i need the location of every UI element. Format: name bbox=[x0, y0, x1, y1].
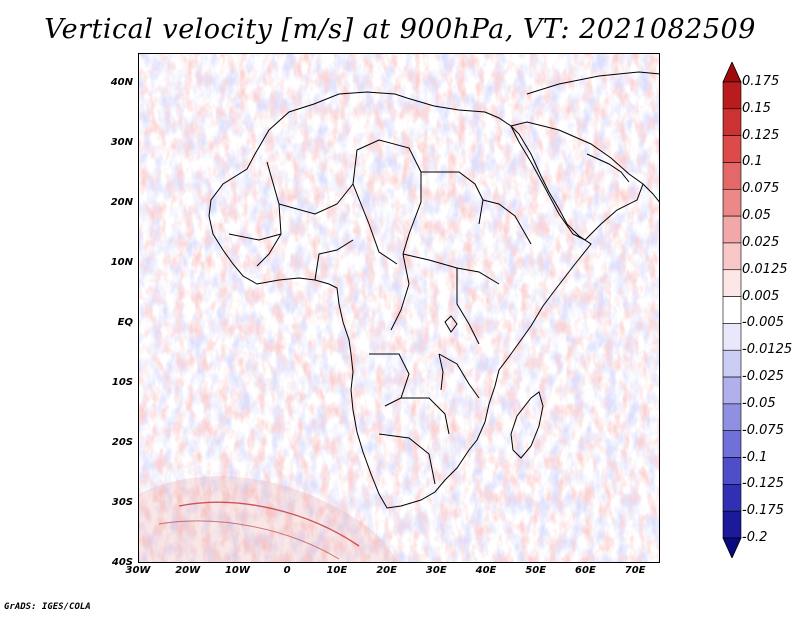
country-border bbox=[438, 353, 480, 399]
lat-label: 10N bbox=[110, 257, 133, 268]
country-border bbox=[401, 397, 450, 435]
lon-label: 70E bbox=[624, 565, 646, 576]
colorbar-label: -0.125 bbox=[742, 476, 784, 492]
colorbar-bottom-triangle bbox=[722, 537, 742, 558]
country-border bbox=[228, 233, 282, 241]
colorbar-segment bbox=[722, 296, 742, 324]
colorbar-label: -0.05 bbox=[742, 395, 776, 411]
colorbar-segment bbox=[722, 108, 742, 136]
southern-ocean-band bbox=[139, 476, 398, 562]
lat-label: 10S bbox=[111, 377, 133, 388]
colorbar-label: -0.1 bbox=[742, 449, 768, 465]
colorbar-segment bbox=[722, 349, 742, 378]
colorbar-segment bbox=[722, 242, 742, 271]
colorbar-segment bbox=[722, 135, 742, 163]
lon-label: 20E bbox=[376, 565, 397, 576]
country-border bbox=[402, 172, 422, 255]
country-border bbox=[278, 183, 354, 215]
colorbar-segment bbox=[722, 403, 742, 432]
country-border bbox=[482, 199, 532, 245]
colorbar-segment bbox=[722, 188, 742, 217]
country-border bbox=[352, 139, 422, 185]
map-title: Vertical velocity [m/s] at 900hPa, VT: 2… bbox=[44, 14, 756, 45]
country-border bbox=[421, 171, 484, 225]
southern-ocean-streak bbox=[158, 520, 340, 560]
lat-label: 30N bbox=[110, 137, 133, 148]
colorbar-label: 0.05 bbox=[742, 208, 771, 224]
colorbar-label: 0.075 bbox=[742, 181, 780, 197]
country-border bbox=[314, 239, 354, 281]
colorbar-top-triangle bbox=[722, 62, 742, 83]
colorbar-label: 0.005 bbox=[742, 288, 780, 304]
colorbar-segment bbox=[722, 484, 742, 512]
credit-text: GrADS: IGES/COLA bbox=[4, 602, 91, 612]
colorbar-segment bbox=[722, 430, 742, 458]
colorbar-label: 0.175 bbox=[742, 74, 780, 89]
lon-label: 0 bbox=[283, 565, 291, 576]
lon-label: 40E bbox=[475, 565, 497, 576]
lon-label: 10E bbox=[326, 565, 348, 576]
lat-label: 20N bbox=[110, 197, 133, 208]
colorbar-label: -0.075 bbox=[742, 422, 784, 438]
colorbar-segment bbox=[722, 269, 742, 297]
colorbar-segment bbox=[722, 323, 742, 351]
lon-label: 60E bbox=[575, 565, 596, 576]
country-border bbox=[456, 268, 480, 345]
velocity-noise-field bbox=[139, 54, 659, 562]
colorbar-label: -0.0125 bbox=[742, 342, 793, 358]
colorbar-label: 0.125 bbox=[742, 127, 780, 143]
lat-label: 30S bbox=[111, 497, 133, 508]
colorbar-label: 0.1 bbox=[742, 154, 763, 170]
lat-label: EQ bbox=[117, 317, 133, 328]
colorbar-label: -0.025 bbox=[742, 369, 784, 385]
persian-gulf bbox=[586, 153, 630, 183]
colorbar-label: 0.025 bbox=[742, 234, 780, 250]
colorbar-segment bbox=[722, 510, 742, 539]
colorbar-segment bbox=[722, 81, 742, 110]
colorbar-label: -0.175 bbox=[742, 503, 784, 519]
country-border bbox=[352, 183, 398, 265]
colorbar-segment bbox=[722, 162, 742, 190]
map-panel bbox=[138, 53, 660, 563]
middle-east-border bbox=[526, 71, 659, 95]
lon-label: 30E bbox=[425, 565, 447, 576]
country-border bbox=[390, 253, 410, 331]
velocity-field bbox=[139, 54, 659, 562]
africa-coastline bbox=[208, 91, 592, 509]
colorbar-label: -0.2 bbox=[742, 530, 768, 545]
lake bbox=[444, 315, 458, 333]
lon-label: 10W bbox=[224, 565, 250, 576]
lat-label: 40S bbox=[111, 557, 133, 568]
lon-label: 30W bbox=[125, 565, 151, 576]
lat-label: 20S bbox=[111, 437, 133, 448]
colorbar bbox=[722, 62, 742, 558]
colorbar-label: -0.005 bbox=[742, 315, 784, 331]
colorbar-segment bbox=[722, 457, 742, 485]
colorbar-label: 0.15 bbox=[742, 100, 771, 116]
coastlines-and-borders bbox=[208, 71, 659, 509]
southern-ocean-streak bbox=[178, 501, 360, 547]
lat-label: 40N bbox=[110, 77, 133, 88]
colorbar-label: 0.0125 bbox=[742, 261, 788, 277]
colorbar-segment bbox=[722, 215, 742, 244]
arabian-peninsula bbox=[510, 121, 644, 241]
country-border bbox=[378, 433, 436, 485]
country-border bbox=[369, 353, 410, 407]
lon-label: 20W bbox=[175, 565, 201, 576]
india-coast bbox=[642, 183, 659, 203]
madagascar bbox=[510, 391, 544, 459]
colorbar-segment bbox=[722, 376, 742, 405]
lon-label: 50E bbox=[525, 565, 547, 576]
lake bbox=[438, 353, 444, 391]
